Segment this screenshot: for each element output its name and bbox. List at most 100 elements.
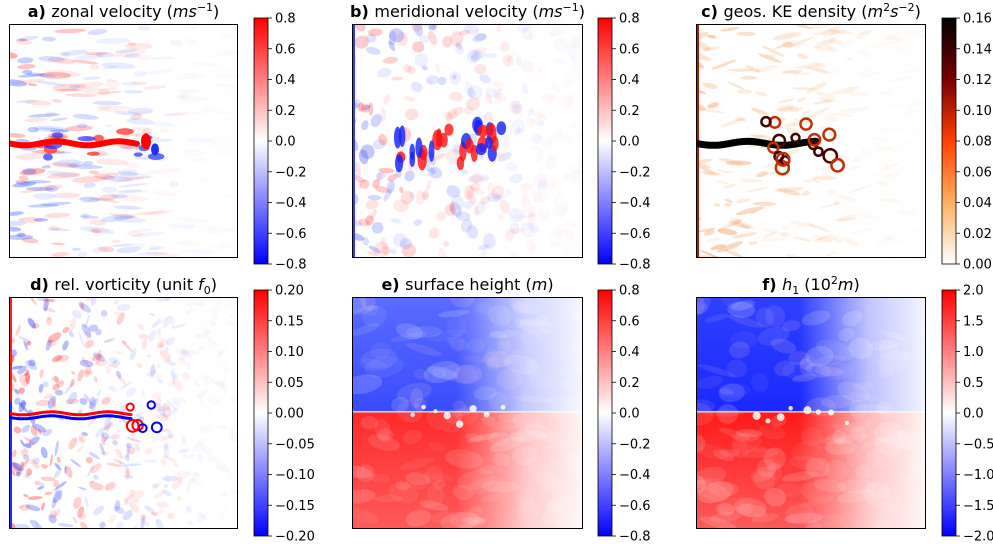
field-feature bbox=[134, 243, 146, 249]
axes-frame bbox=[696, 24, 926, 258]
field-feature bbox=[151, 511, 159, 516]
field-feature bbox=[479, 74, 491, 84]
field-feature bbox=[118, 183, 149, 188]
field-feature bbox=[437, 76, 447, 86]
field-feature bbox=[124, 468, 130, 480]
colorbar-tick-label: 0.0 bbox=[275, 135, 296, 150]
field-feature bbox=[354, 35, 369, 49]
field-feature bbox=[776, 413, 785, 421]
colorbar-tick-label: −0.20 bbox=[275, 530, 315, 544]
field-feature bbox=[230, 314, 233, 318]
field-feature bbox=[9, 220, 26, 226]
field-feature bbox=[90, 227, 110, 233]
field-feature bbox=[47, 395, 57, 409]
field-feature bbox=[146, 370, 158, 377]
field-feature bbox=[710, 244, 726, 251]
field-feature bbox=[158, 507, 165, 514]
field-feature bbox=[84, 370, 93, 375]
field-feature bbox=[830, 68, 839, 75]
colorbar-tick-label: −0.2 bbox=[275, 165, 307, 180]
field-feature bbox=[174, 470, 191, 479]
field-feature bbox=[54, 28, 87, 34]
field-feature bbox=[375, 171, 386, 180]
field-feature bbox=[157, 342, 165, 347]
field-feature bbox=[91, 229, 102, 233]
field-feature bbox=[431, 24, 437, 32]
field-feature bbox=[76, 445, 84, 453]
field-feature bbox=[21, 237, 39, 244]
field-feature bbox=[110, 433, 120, 440]
field-feature bbox=[84, 320, 88, 329]
field-feature bbox=[68, 330, 75, 338]
field-feature bbox=[155, 297, 172, 302]
panel-d: 0.20 0.15 0.10 0.05 0.00 −0.05 −0.10 −0.15 −0.20 bbox=[9, 284, 315, 544]
field-feature bbox=[496, 121, 507, 136]
field-feature bbox=[520, 222, 536, 238]
colorbar bbox=[941, 17, 957, 265]
colorbar-tick-label: −0.10 bbox=[275, 468, 315, 483]
field-feature bbox=[112, 440, 118, 446]
field-feature bbox=[27, 203, 60, 208]
field-feature bbox=[165, 113, 185, 117]
field-feature bbox=[727, 81, 745, 90]
field-feature bbox=[852, 26, 871, 34]
colorbar-tick-label: 0.16 bbox=[963, 12, 992, 27]
eddy-ring bbox=[146, 400, 156, 410]
field-feature bbox=[162, 455, 176, 461]
field-feature bbox=[460, 169, 469, 175]
field-feature bbox=[409, 151, 416, 167]
field-feature bbox=[114, 48, 138, 53]
field-feature bbox=[734, 118, 747, 122]
field-feature bbox=[809, 178, 821, 184]
field-feature bbox=[756, 171, 768, 178]
field-feature bbox=[376, 171, 383, 182]
field-feature bbox=[126, 494, 134, 501]
field-feature bbox=[93, 174, 115, 180]
field-feature bbox=[396, 32, 408, 47]
field-feature bbox=[449, 91, 463, 102]
field-feature bbox=[130, 81, 147, 85]
field-feature bbox=[812, 99, 836, 105]
field-feature bbox=[160, 428, 169, 433]
field-feature bbox=[99, 521, 106, 529]
field-feature bbox=[394, 154, 404, 173]
field-feature bbox=[724, 198, 733, 204]
field-feature bbox=[46, 316, 51, 321]
colorbar-tick-label: 0.6 bbox=[619, 314, 640, 329]
field-feature bbox=[509, 173, 523, 184]
field-feature bbox=[151, 483, 159, 488]
field-feature bbox=[473, 47, 488, 53]
field-feature bbox=[104, 416, 112, 432]
field-feature bbox=[736, 31, 756, 37]
field-feature bbox=[52, 162, 79, 168]
field-feature bbox=[10, 461, 22, 475]
field-feature bbox=[847, 184, 874, 194]
field-feature bbox=[361, 120, 369, 131]
field-feature bbox=[88, 324, 99, 332]
field-feature bbox=[101, 397, 111, 405]
field-feature bbox=[122, 340, 127, 345]
field-feature bbox=[370, 114, 382, 127]
field-feature bbox=[150, 512, 158, 517]
field-feature bbox=[23, 375, 32, 383]
colorbar-tick-label: −0.6 bbox=[275, 227, 307, 242]
field-feature bbox=[450, 31, 464, 47]
field-feature bbox=[144, 459, 158, 463]
colorbar-tick-label: 0.10 bbox=[963, 104, 992, 119]
field-feature bbox=[421, 65, 428, 71]
colorbar-tick-label: −1.0 bbox=[963, 468, 993, 483]
field-feature bbox=[99, 214, 134, 223]
field-feature bbox=[116, 128, 134, 135]
field-feature bbox=[20, 461, 25, 467]
field-feature bbox=[137, 25, 151, 31]
field-feature bbox=[72, 516, 78, 524]
field-feature bbox=[471, 49, 482, 63]
colorbar-tick-label: 0.4 bbox=[619, 345, 640, 360]
field-feature bbox=[104, 124, 114, 128]
field-feature bbox=[130, 113, 143, 121]
field-feature bbox=[383, 188, 392, 202]
field-feature bbox=[89, 64, 100, 70]
field-feature bbox=[83, 182, 96, 188]
colorbar-tick-label: −0.5 bbox=[963, 437, 993, 452]
field-feature bbox=[561, 38, 571, 47]
